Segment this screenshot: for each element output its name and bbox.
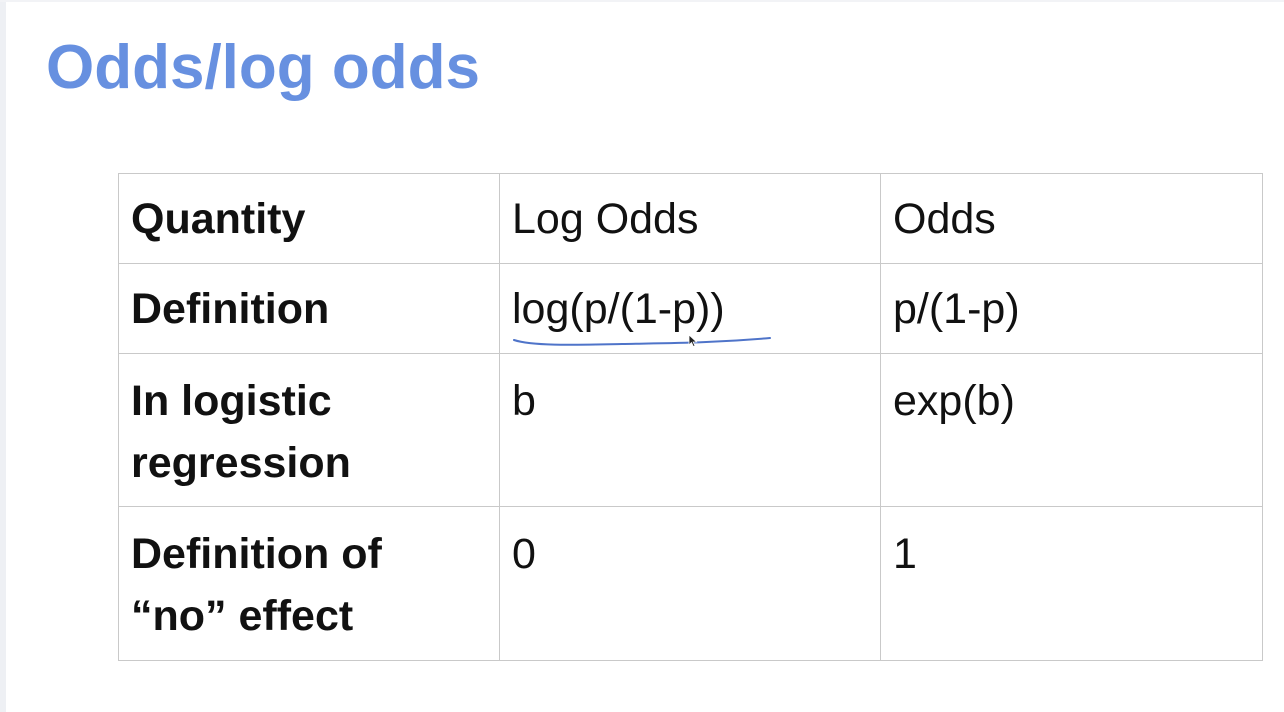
- header-odds: Odds: [880, 173, 1263, 264]
- cell-odds-definition: p/(1-p): [880, 263, 1263, 354]
- cell-log-odds-regression: b: [499, 353, 881, 507]
- table-row-quantity: Quantity Log Odds Odds: [118, 173, 1263, 264]
- table-row-definition: Definition log(p/(1-p)) p/(1-p): [118, 263, 1263, 354]
- row-label-definition: Definition: [118, 263, 500, 354]
- row-label-logistic-regression: In logistic regression: [118, 353, 500, 507]
- cell-odds-no-effect: 1: [880, 506, 1263, 661]
- slide-top-edge: [0, 0, 1284, 2]
- cell-log-odds-no-effect: 0: [499, 506, 881, 661]
- table-row-logistic-regression: In logistic regression b exp(b): [118, 353, 1263, 507]
- cell-odds-regression: exp(b): [880, 353, 1263, 507]
- cell-log-odds-definition: log(p/(1-p)): [499, 263, 881, 354]
- table-row-no-effect: Definition of “no” effect 0 1: [118, 506, 1263, 661]
- row-label-no-effect: Definition of “no” effect: [118, 506, 500, 661]
- odds-table: Quantity Log Odds Odds Definition log(p/…: [118, 173, 1263, 661]
- header-log-odds: Log Odds: [499, 173, 881, 264]
- slide-title: Odds/log odds: [46, 33, 480, 102]
- slide-left-edge: [0, 0, 6, 712]
- row-label-quantity: Quantity: [118, 173, 500, 264]
